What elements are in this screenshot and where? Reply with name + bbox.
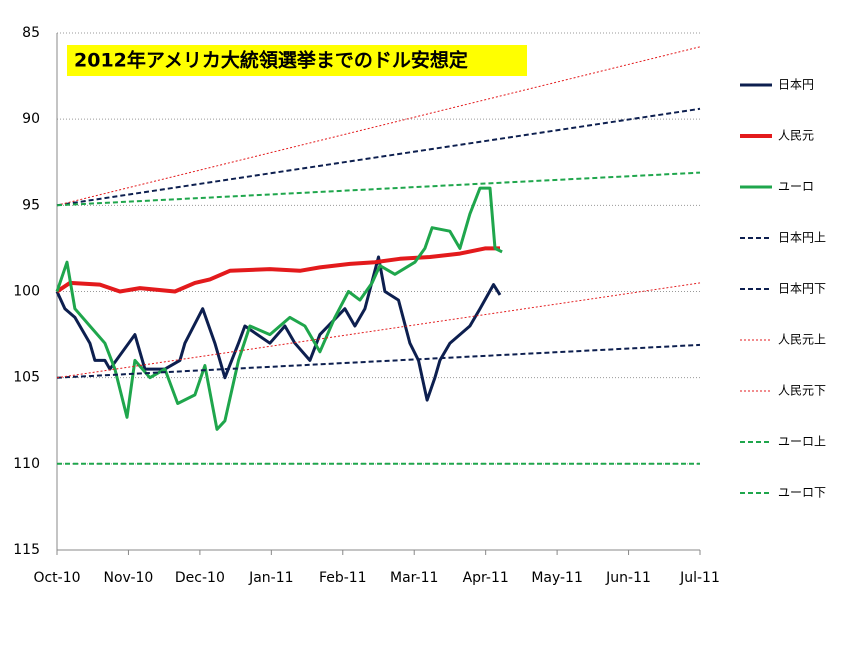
x-tick-label: Nov-10 bbox=[104, 570, 154, 586]
legend-label: ユーロ bbox=[778, 180, 814, 194]
x-tick-label: Apr-11 bbox=[463, 570, 509, 586]
x-tick-label: Dec-10 bbox=[175, 570, 225, 586]
y-tick-label: 90 bbox=[22, 111, 40, 127]
x-tick-label: Feb-11 bbox=[319, 570, 367, 586]
series-line bbox=[56, 343, 701, 379]
legend-label: 日本円下 bbox=[778, 282, 826, 296]
legend-label: 人民元下 bbox=[778, 384, 826, 398]
x-tick-label: Oct-10 bbox=[33, 570, 80, 586]
legend-label: 人民元 bbox=[778, 129, 814, 143]
legend-label: ユーロ上 bbox=[778, 435, 826, 449]
chart-title: 2012年アメリカ大統領選挙までのドル安想定 bbox=[74, 49, 468, 72]
series-line bbox=[55, 186, 503, 431]
x-tick-label: Mar-11 bbox=[390, 570, 438, 586]
y-tick-label: 100 bbox=[13, 284, 40, 300]
legend-label: 日本円上 bbox=[778, 231, 826, 245]
y-tick-label: 95 bbox=[22, 197, 40, 213]
series-line bbox=[56, 282, 701, 379]
series-line bbox=[56, 107, 701, 207]
series-line bbox=[56, 171, 701, 207]
legend-label: ユーロ下 bbox=[778, 486, 826, 500]
title-box bbox=[67, 45, 527, 76]
y-tick-label: 105 bbox=[13, 370, 40, 386]
x-tick-label: May-11 bbox=[531, 570, 583, 586]
plot-area: 85 90 95 100 105 110 115 Oct-10 Nov-10 Dec-10 Jan-… bbox=[13, 25, 720, 586]
x-tick-label: Jan-11 bbox=[248, 570, 293, 586]
x-tick-label: Jul-11 bbox=[679, 570, 720, 586]
series-line bbox=[55, 246, 500, 294]
x-tick-label: Jun-11 bbox=[605, 570, 651, 586]
y-tick-label: 110 bbox=[13, 456, 40, 472]
legend-label: 日本円 bbox=[778, 78, 814, 92]
legend-label: 人民元上 bbox=[778, 333, 826, 347]
y-tick-label: 85 bbox=[22, 25, 40, 41]
y-tick-label: 115 bbox=[13, 542, 40, 558]
